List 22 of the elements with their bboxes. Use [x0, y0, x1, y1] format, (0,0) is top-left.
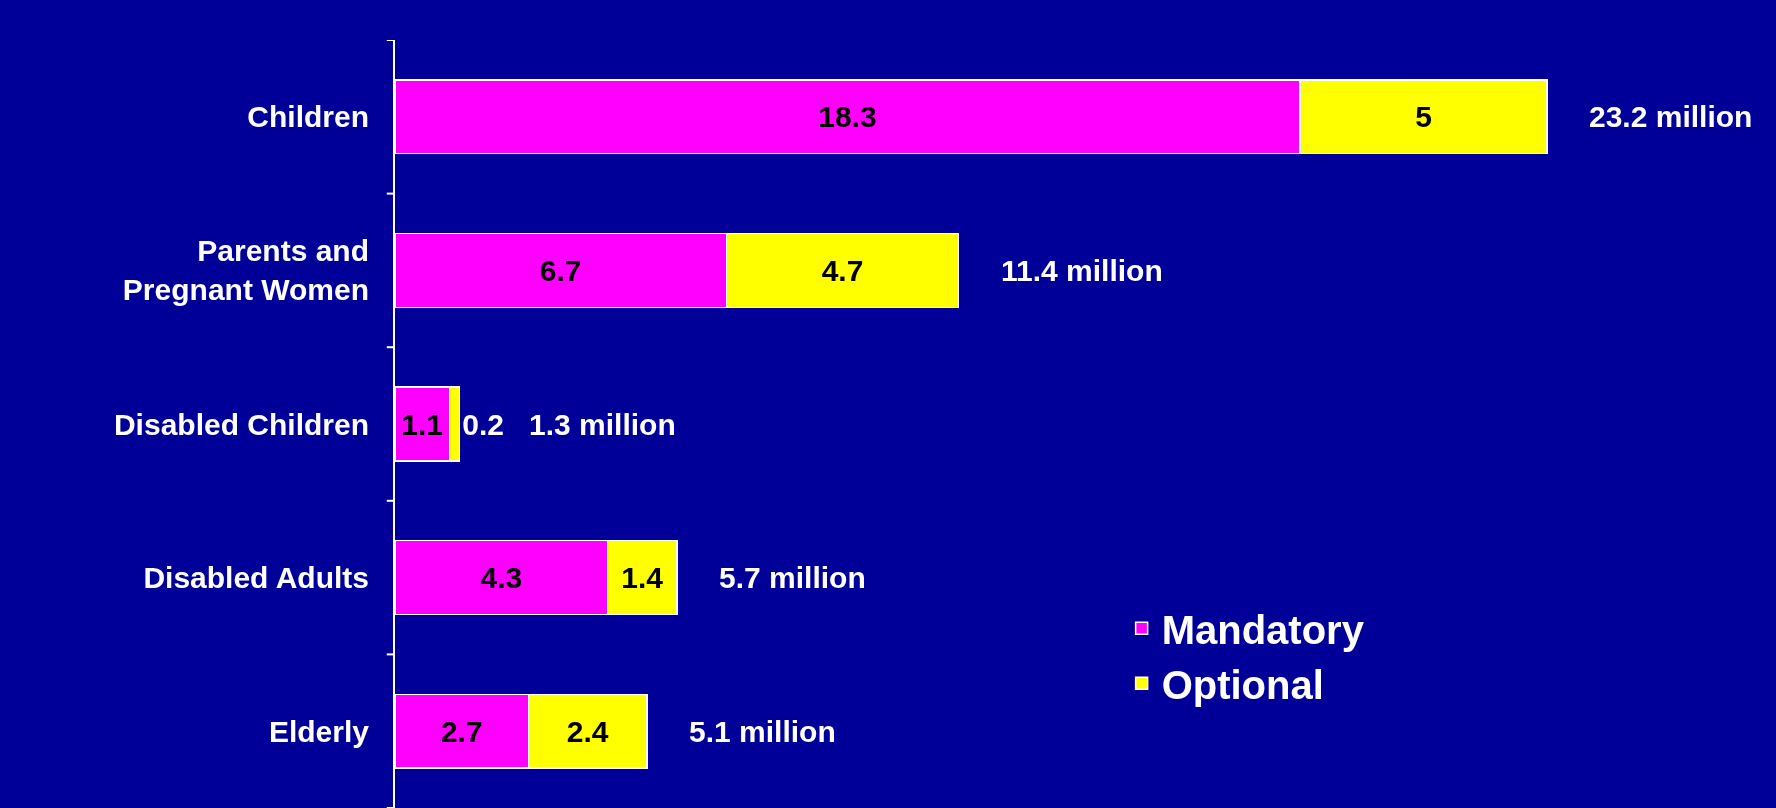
total-label: 5.1 million — [689, 715, 836, 748]
y-tick-label: Parents and Pregnant Women — [122, 234, 369, 307]
y-tick-label: Elderly — [268, 714, 370, 748]
y-tick-label: Children — [247, 100, 369, 134]
data-label: 2.7 — [440, 714, 483, 748]
data-label: 4.3 — [480, 561, 523, 595]
data-label: 5 — [1415, 100, 1432, 134]
total-label: 5.7 million — [719, 561, 866, 594]
legend-label: Mandatory — [1161, 607, 1365, 652]
y-tick-label: Disabled Adults — [143, 561, 369, 595]
total-label: 11.4 million — [1001, 254, 1163, 287]
legend-label: Optional — [1161, 662, 1324, 707]
data-label: 6.7 — [539, 253, 582, 287]
total-label: 23.2 million — [1589, 100, 1753, 133]
data-label: 0.2 — [462, 407, 504, 441]
total-label: 1.3 million — [529, 408, 676, 441]
data-label: 4.7 — [821, 253, 864, 287]
data-label: 2.4 — [566, 714, 609, 748]
data-label: 18.3 — [818, 100, 877, 134]
data-label: 1.1 — [401, 407, 444, 441]
data-label: 1.4 — [621, 561, 664, 595]
y-tick-label: Disabled Children — [113, 407, 369, 441]
